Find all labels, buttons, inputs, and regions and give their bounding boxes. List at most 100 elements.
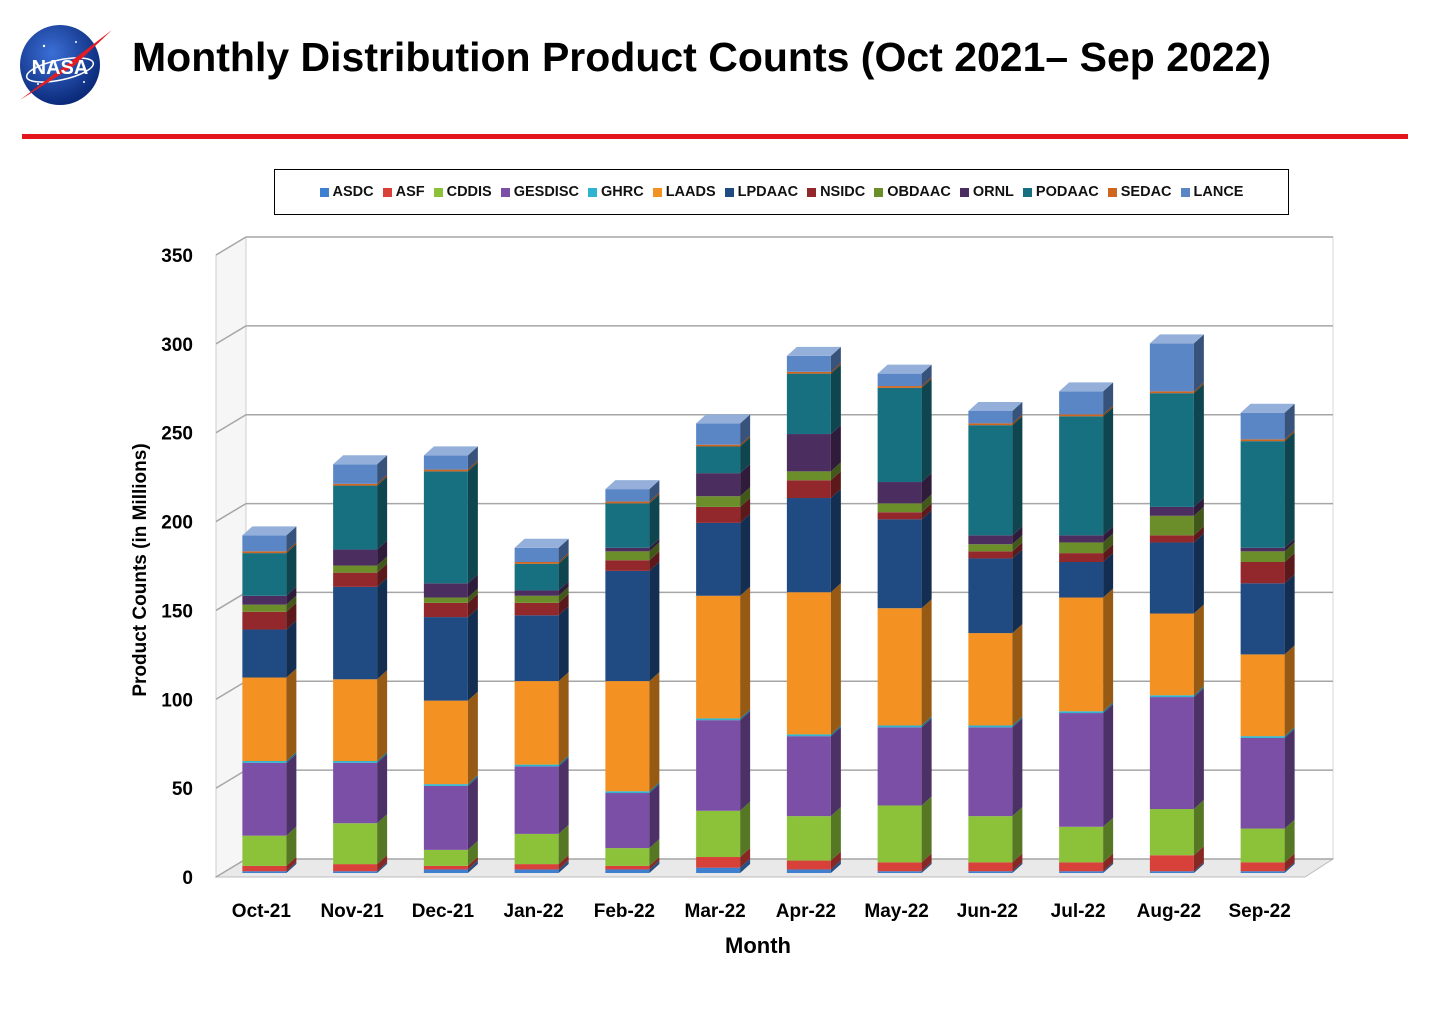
bar-segment-ornl (605, 538, 660, 552)
bar-segment-nsidc (1149, 526, 1204, 543)
bar-stack-sep-22 (1240, 403, 1295, 873)
bar-segment-podaac (1059, 407, 1114, 536)
bar-segment-cddis (786, 807, 841, 861)
bar-segment-gesdisc (333, 753, 388, 824)
legend-swatch (959, 187, 969, 197)
bar-segment-lpdaac (696, 513, 751, 596)
bar-segment-laads (1149, 604, 1204, 696)
bar-segment-lpdaac (514, 606, 569, 682)
side-wall (215, 236, 247, 878)
y-axis-ticks: 0 50 100 150 200 250 300 350 (161, 246, 193, 889)
bar-segment-lpdaac (877, 510, 932, 609)
logo-text: NASA (32, 57, 89, 79)
bar-segment-podaac (786, 364, 841, 435)
x-tick-label: Nov-21 (320, 901, 384, 922)
bar-segment-asdc (877, 862, 932, 873)
bar-segment-sedac (877, 377, 932, 388)
legend-item-asdc: ASDC (319, 184, 374, 200)
bar-segment-nsidc (786, 471, 841, 499)
bar-segment-asdc (1240, 862, 1295, 873)
bar-segment-asdc (696, 858, 751, 873)
bar-segment-laads (1240, 645, 1295, 737)
bar-segment-laads (514, 672, 569, 765)
gridline (215, 236, 1333, 256)
legend-swatch (652, 187, 662, 197)
bar-segment-sedac (242, 542, 297, 554)
bar-segment-asf (242, 856, 297, 872)
title-divider (22, 134, 1408, 139)
bar-segment-obdaac (696, 487, 751, 507)
bar-segment-ornl (333, 540, 388, 566)
bar-segment-sedac (605, 492, 660, 504)
bar-segment-sedac (1149, 382, 1204, 394)
bar-segment-sedac (1059, 405, 1114, 417)
bar-segment-ghrc (1059, 702, 1114, 714)
legend-label: LPDAAC (737, 184, 799, 200)
bar-segment-lance (605, 480, 660, 502)
bar-segment-asdc (423, 860, 478, 873)
bar-segment-asf (1059, 853, 1114, 872)
bar-segment-asdc (968, 862, 1023, 873)
legend-item-sedac: SEDAC (1107, 184, 1172, 200)
bar-segment-asf (1240, 853, 1295, 872)
bar-segment-ornl (877, 473, 932, 504)
bar-stack-jun-22 (968, 401, 1023, 873)
legend-item-ornl: ORNL (959, 184, 1014, 200)
bar-segment-gesdisc (1149, 688, 1204, 810)
bar-segment-asdc (333, 862, 388, 873)
y-tick-label: 150 (161, 601, 193, 622)
bar-segment-asf (333, 855, 388, 872)
bar-segment-gesdisc (1059, 704, 1114, 827)
bar-segment-podaac (968, 416, 1023, 536)
bar-segment-podaac (696, 437, 751, 474)
bar-segment-lance (786, 346, 841, 372)
bar-segment-nsidc (514, 593, 569, 616)
bar-segment-asdc (1059, 862, 1114, 873)
bar-segment-gesdisc (968, 718, 1023, 817)
y-tick-label: 200 (161, 513, 193, 534)
bar-segment-obdaac (968, 535, 1023, 552)
bar-segment-nsidc (1240, 553, 1295, 584)
bar-segment-laads (696, 586, 751, 719)
x-tick-label: Feb-22 (594, 901, 655, 922)
legend-swatch (500, 187, 510, 197)
bar-segment-asdc (1149, 862, 1204, 873)
bar-segment-ornl (242, 586, 297, 605)
legend-label: GHRC (600, 184, 644, 200)
x-tick-label: Mar-22 (685, 901, 746, 922)
bar-segment-ghrc (696, 709, 751, 721)
bar-segment-asf (1149, 846, 1204, 872)
bar-segment-lpdaac (423, 608, 478, 701)
bar-segment-lance (877, 364, 932, 387)
bars (242, 334, 1295, 873)
y-axis-title: Product Counts (in Millions) (130, 443, 151, 696)
bar-segment-podaac (877, 378, 932, 483)
chart-legend: ASDC ASF CDDIS GESDISC GHRC LAADS LPDAAC NSIDC O… (274, 169, 1289, 215)
y-tick-label: 300 (161, 335, 193, 356)
bar-segment-cddis (242, 826, 297, 866)
bar-segment-laads (605, 672, 660, 792)
legend-item-nsidc: NSIDC (807, 184, 865, 200)
bar-segment-lance (333, 455, 388, 484)
bar-segment-asdc (514, 860, 569, 873)
bar-segment-obdaac (1149, 506, 1204, 536)
x-tick-label: Oct-21 (232, 901, 292, 922)
bar-segment-obdaac (423, 588, 478, 603)
bar-segment-obdaac (333, 556, 388, 573)
bar-segment-sedac (514, 553, 569, 564)
bar-segment-asdc (605, 860, 660, 873)
bar-segment-nsidc (423, 593, 478, 618)
bar-segment-podaac (1240, 432, 1295, 548)
bar-segment-obdaac (605, 542, 660, 561)
legend-item-asf: ASF (382, 184, 425, 200)
bar-segment-sedac (786, 362, 841, 374)
bar-segment-asf (605, 856, 660, 870)
bar-segment-podaac (1149, 384, 1204, 507)
x-axis-title: Month (725, 933, 791, 958)
page-title: Monthly Distribution Product Counts (Oct… (132, 34, 1272, 80)
legend-label: OBDAAC (887, 184, 951, 200)
bar-segment-obdaac (242, 595, 297, 612)
bar-segment-laads (968, 624, 1023, 726)
bar-segment-laads (786, 583, 841, 735)
legend-swatch (1180, 187, 1190, 197)
